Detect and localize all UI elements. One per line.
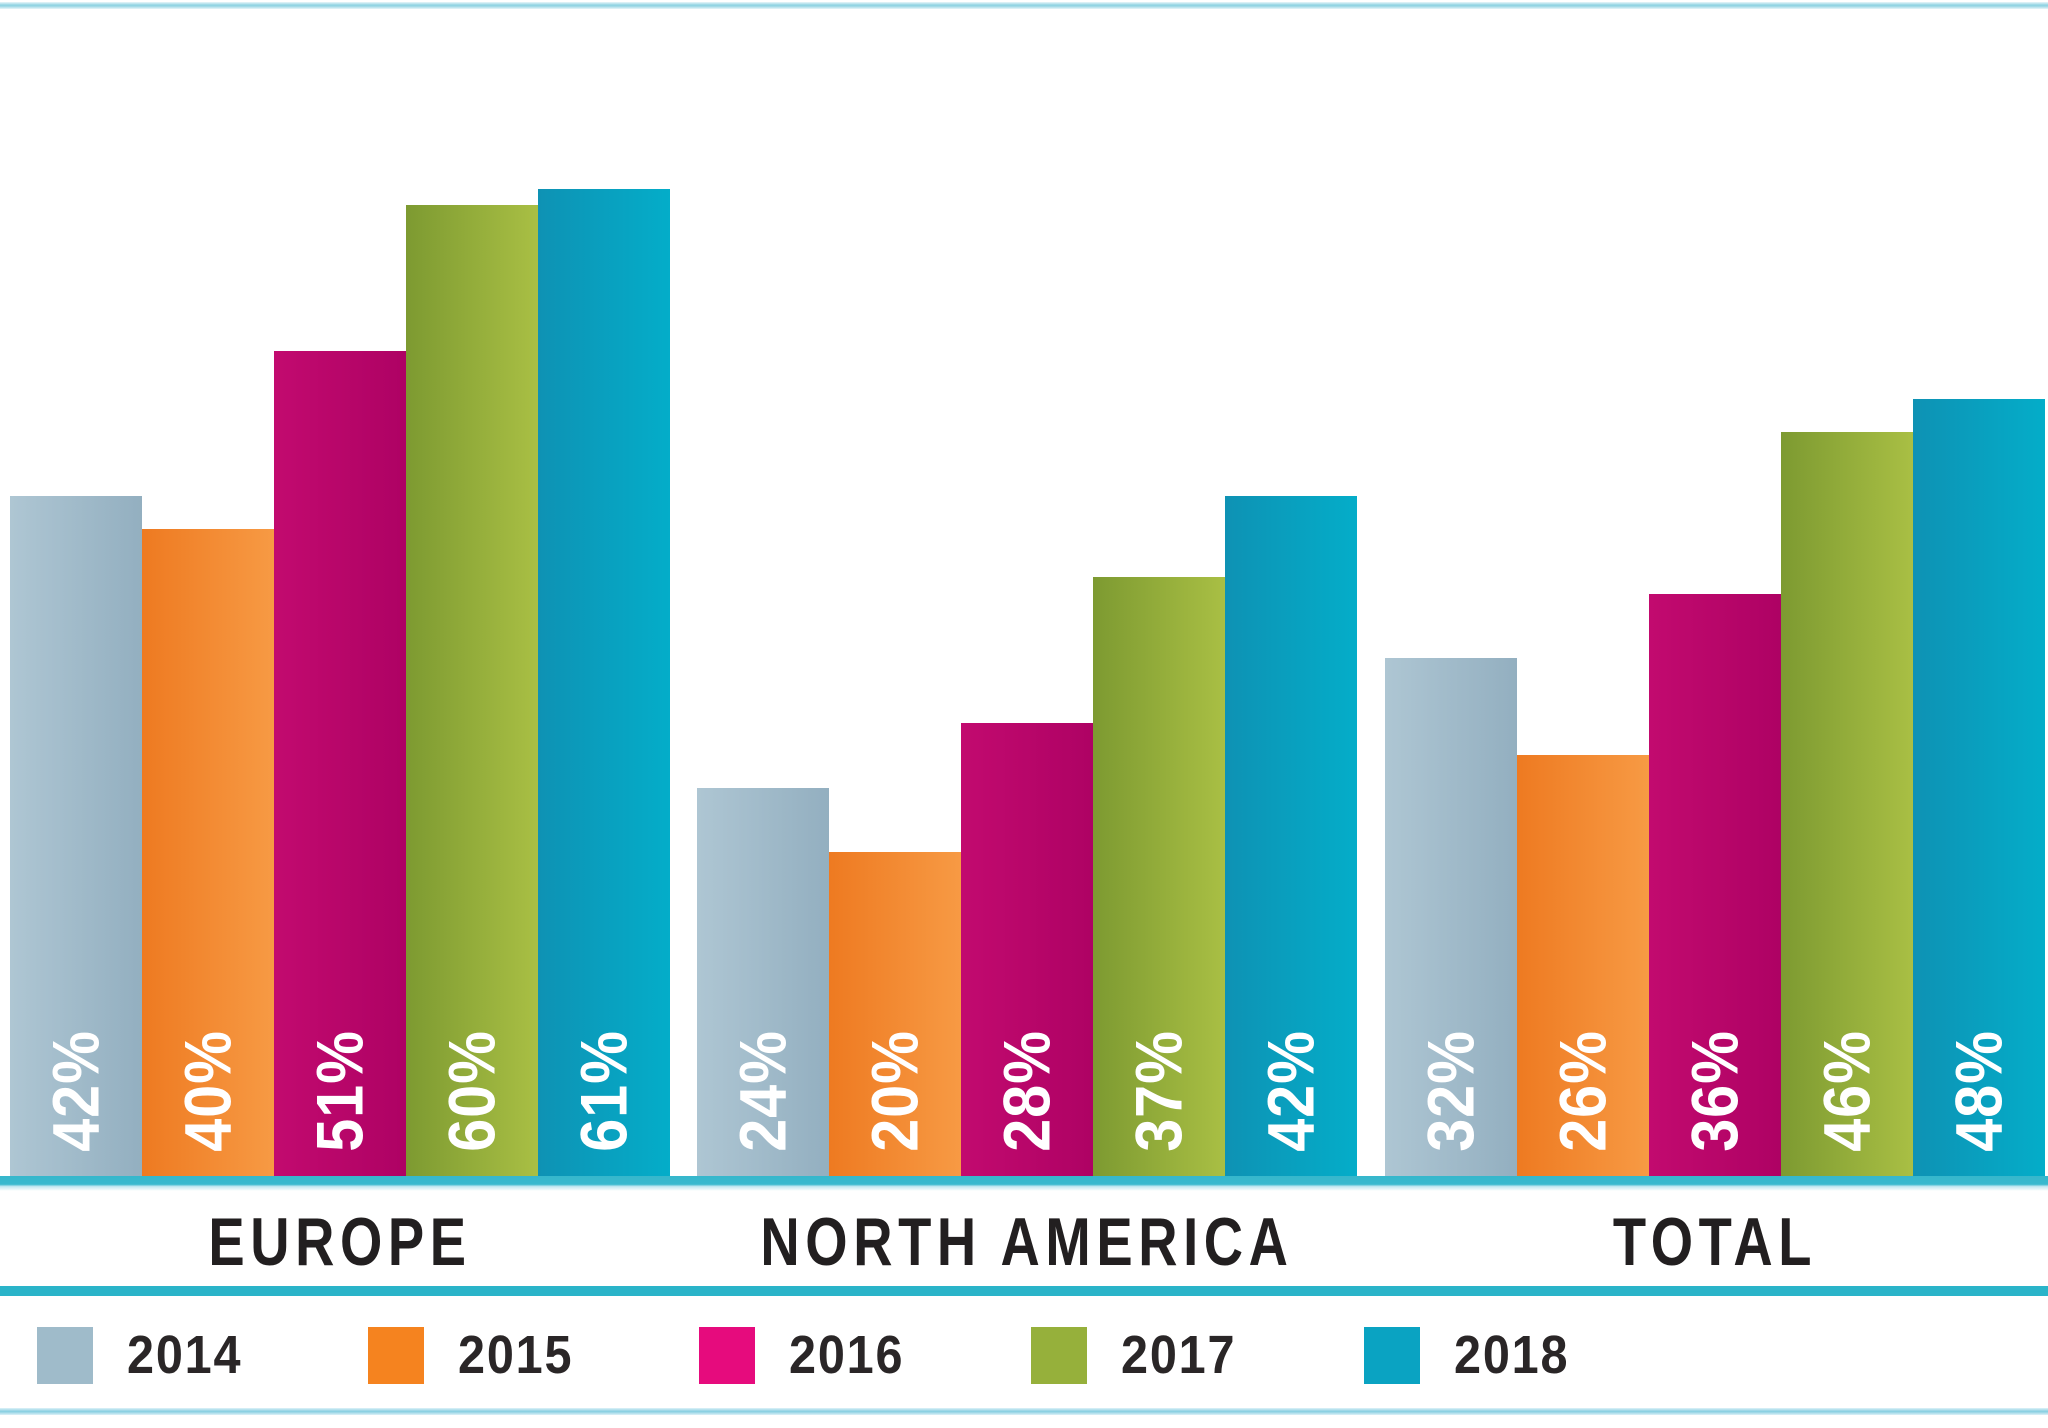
category-label-total: TOTAL (1612, 1204, 1818, 1280)
bar-value-label: 32% (1414, 1030, 1489, 1152)
bar-2014-total: 32% (1385, 658, 1517, 1176)
category-axis: EUROPE NORTH AMERICA TOTAL (0, 1206, 2048, 1286)
bar-2015-europe: 40% (142, 529, 274, 1176)
bar-2017-total: 46% (1781, 432, 1913, 1176)
bar-2017-europe: 60% (406, 205, 538, 1176)
bar-value-label-box: 60% (406, 1006, 538, 1176)
bar-value-label-box: 32% (1385, 1006, 1517, 1176)
bar-value-label: 60% (435, 1030, 510, 1152)
bar-2018-north-america: 42% (1225, 496, 1357, 1176)
bar-value-label: 61% (567, 1030, 642, 1152)
bar-value-label-box: 24% (697, 1006, 829, 1176)
bar-value-label: 28% (990, 1030, 1065, 1152)
bar-value-label-box: 48% (1913, 1006, 2045, 1176)
bar-value-label: 51% (303, 1030, 378, 1152)
bar-group-europe: 42% 40% 51% 60% 61% (10, 0, 670, 1176)
bar-value-label: 42% (1254, 1030, 1329, 1152)
legend-item-2016: 2016 (699, 1325, 917, 1385)
legend-label-2018: 2018 (1454, 1325, 1570, 1385)
bar-value-label-box: 36% (1649, 1006, 1781, 1176)
top-rule-line (0, 2, 2048, 9)
legend-item-2017: 2017 (1031, 1325, 1249, 1385)
divider-rule-line (0, 1286, 2048, 1296)
bar-2017-north-america: 37% (1093, 577, 1225, 1176)
bar-value-label-box: 61% (538, 1006, 670, 1176)
legend-item-2018: 2018 (1364, 1325, 1582, 1385)
bar-2016-total: 36% (1649, 594, 1781, 1176)
bar-value-label: 36% (1678, 1030, 1753, 1152)
legend-label-2017: 2017 (1121, 1325, 1237, 1385)
bar-value-label-box: 20% (829, 1006, 961, 1176)
bar-value-label: 46% (1810, 1030, 1885, 1152)
legend-label-2016: 2016 (789, 1325, 905, 1385)
bar-value-label-box: 51% (274, 1006, 406, 1176)
bar-2016-europe: 51% (274, 351, 406, 1176)
bar-group-total: 32% 26% 36% 46% 48% (1385, 0, 2045, 1176)
legend-swatch-2016 (699, 1326, 755, 1384)
bottom-rule-line (0, 1408, 2048, 1415)
bar-value-label-box: 28% (961, 1006, 1093, 1176)
legend-label-2014: 2014 (127, 1325, 243, 1385)
bar-group-north-america: 24% 20% 28% 37% 42% (697, 0, 1357, 1176)
bar-value-label: 24% (726, 1030, 801, 1152)
legend-label-2015: 2015 (458, 1325, 574, 1385)
bar-value-label: 20% (858, 1030, 933, 1152)
category-label-europe: EUROPE (208, 1204, 472, 1280)
bar-value-label-box: 46% (1781, 1006, 1913, 1176)
bar-2014-europe: 42% (10, 496, 142, 1176)
bar-value-label-box: 37% (1093, 1006, 1225, 1176)
legend-item-2015: 2015 (368, 1325, 586, 1385)
bar-value-label: 42% (39, 1030, 114, 1152)
category-label-north-america: NORTH AMERICA (760, 1204, 1294, 1280)
legend: 2014 2015 2016 2017 2018 (0, 1325, 2048, 1386)
bar-value-label: 40% (171, 1030, 246, 1152)
bar-value-label-box: 40% (142, 1006, 274, 1176)
legend-item-2014: 2014 (37, 1325, 255, 1385)
legend-swatch-2014 (37, 1326, 93, 1384)
bar-value-label-box: 42% (10, 1006, 142, 1176)
bar-value-label: 26% (1546, 1030, 1621, 1152)
bar-2016-north-america: 28% (961, 723, 1093, 1176)
plot-area: 42% 40% 51% 60% 61% 24% 20% 28% 37% 42% 32% 26% 36% 4… (10, 0, 2045, 1176)
bar-value-label: 48% (1942, 1030, 2017, 1152)
bar-value-label-box: 42% (1225, 1006, 1357, 1176)
bar-2014-north-america: 24% (697, 788, 829, 1176)
legend-swatch-2017 (1031, 1326, 1087, 1384)
baseline-rule-line (0, 1176, 2048, 1191)
bar-2015-north-america: 20% (829, 852, 961, 1176)
bar-value-label-box: 26% (1517, 1006, 1649, 1176)
legend-swatch-2015 (368, 1326, 424, 1384)
bar-value-label: 37% (1122, 1030, 1197, 1152)
legend-swatch-2018 (1364, 1326, 1420, 1384)
bar-2018-europe: 61% (538, 189, 670, 1176)
bar-2018-total: 48% (1913, 399, 2045, 1176)
bar-2015-total: 26% (1517, 755, 1649, 1176)
